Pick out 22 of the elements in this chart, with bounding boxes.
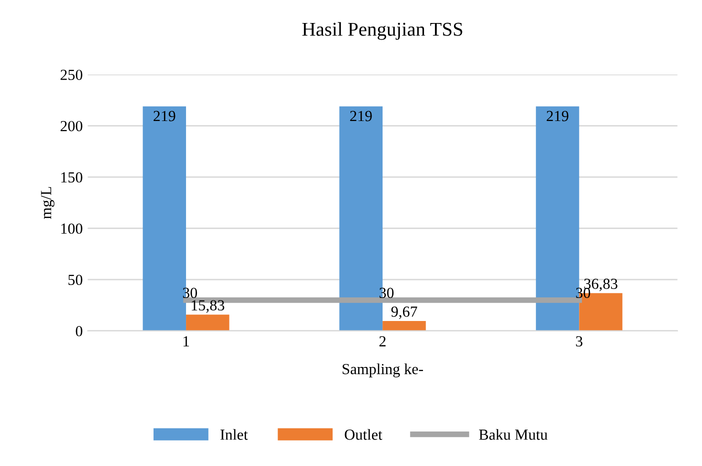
legend-label: Outlet — [344, 429, 382, 440]
legend-label: Baku Mutu — [479, 429, 548, 440]
x-tick-label: 3 — [576, 336, 582, 346]
legend-label: Inlet — [220, 429, 248, 440]
chart-title: Hasil Pengujian TSS — [302, 22, 462, 40]
data-label: 219 — [154, 110, 176, 122]
y-tick-label: 50 — [68, 274, 82, 286]
y-tick-label: 150 — [61, 172, 82, 183]
data-label: 9,67 — [391, 306, 418, 320]
bar — [382, 320, 426, 331]
bar — [186, 314, 230, 331]
y-tick-label: 0 — [76, 326, 82, 336]
y-tick-label: 100 — [61, 223, 82, 234]
y-tick-label: 200 — [60, 120, 82, 132]
x-axis-title: Sampling ke- — [342, 363, 423, 378]
y-axis-title: mg/L — [41, 187, 54, 219]
data-label: 219 — [350, 110, 372, 122]
data-label: 15,83 — [192, 300, 224, 313]
x-tick-label: 2 — [379, 336, 386, 346]
y-tick-label: 250 — [60, 70, 82, 80]
data-label: 219 — [546, 110, 568, 122]
x-tick-label: 1 — [184, 336, 189, 346]
